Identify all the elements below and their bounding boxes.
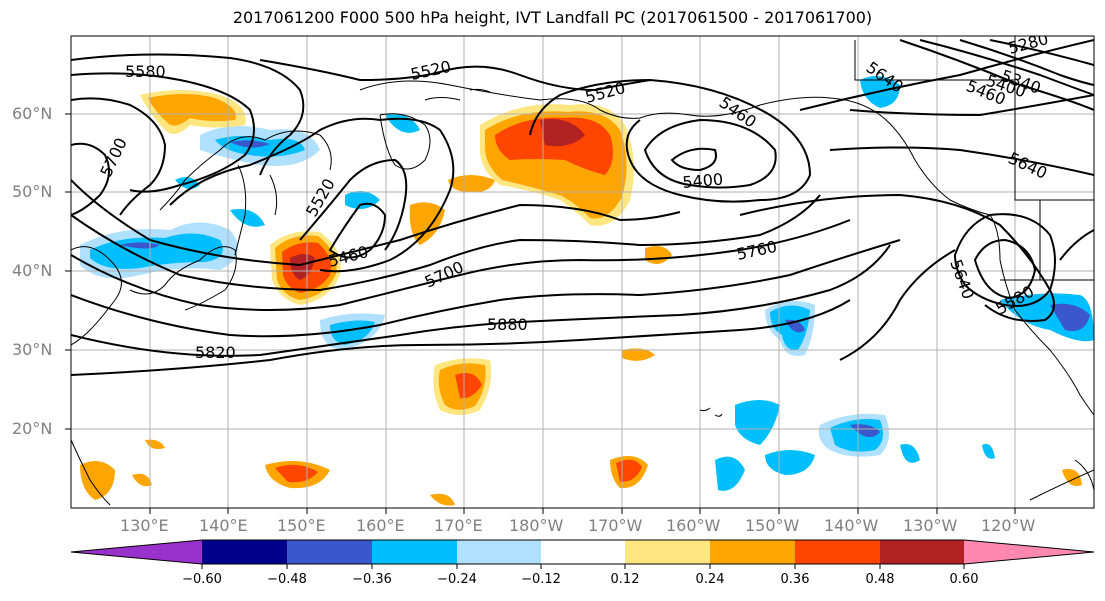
colorbar-tick-label: −0.36 [352, 572, 392, 587]
colorbar-segment [880, 540, 964, 564]
contour-label: 5700 [422, 257, 467, 291]
colorbar-tick-label: 0.36 [780, 572, 810, 587]
colorbar-segment [457, 540, 541, 564]
lat-label: 30°N [12, 340, 53, 359]
ivt-shading [80, 76, 1094, 506]
colorbar-tick-label: 0.12 [610, 572, 640, 587]
colorbar-segment [625, 540, 710, 564]
colorbar-segment [964, 540, 1094, 564]
contour-label: 5880 [487, 315, 528, 334]
contour-label: 5640 [946, 257, 978, 302]
colorbar-segment [71, 540, 202, 564]
lon-label: 150°W [745, 516, 800, 535]
lon-label: 170°E [434, 516, 483, 535]
contour-label: 5820 [195, 343, 236, 362]
plot-title: 2017061200 F000 500 hPa height, IVT Land… [232, 8, 873, 27]
contour-label: 5280 [1006, 29, 1050, 58]
lon-label: 160°E [356, 516, 405, 535]
colorbar [70, 539, 1095, 569]
colorbar-tick-label: −0.24 [437, 572, 477, 587]
contour-label: 5640 [1005, 148, 1050, 182]
contour-label: 5400 [682, 170, 724, 192]
colorbar-segment [287, 540, 372, 564]
lat-label: 20°N [12, 419, 53, 438]
colorbar-segment [795, 540, 880, 564]
contour-label: 5580 [125, 62, 166, 81]
colorbar-tick-label: −0.48 [267, 572, 307, 587]
colorbar-tick-label: 0.24 [695, 572, 725, 587]
colorbar-segment [372, 540, 457, 564]
colorbar-tick-label: 0.60 [949, 572, 979, 587]
colorbar-tick-label: 0.48 [865, 572, 895, 587]
lon-label: 130°E [120, 516, 169, 535]
axis-ticks [65, 113, 1016, 514]
colorbar-tick-label: −0.60 [182, 572, 222, 587]
lon-label: 150°E [277, 516, 326, 535]
contour-label: 5520 [409, 57, 453, 84]
map-frame [70, 35, 1095, 509]
lon-label: 140°E [199, 516, 248, 535]
lon-label: 170°W [588, 516, 643, 535]
colorbar-segment [710, 540, 795, 564]
lon-label: 160°W [666, 516, 721, 535]
contour-label: 5520 [302, 175, 339, 220]
lon-label: 120°W [981, 516, 1036, 535]
contour-label: 5760 [735, 237, 779, 264]
contour-label: 5520 [583, 78, 627, 107]
lat-label: 50°N [12, 182, 53, 201]
colorbar-tick-label: −0.12 [521, 572, 561, 587]
colorbar-segment [541, 540, 625, 564]
colorbar-segment [202, 540, 287, 564]
contour-label: 5700 [96, 135, 130, 180]
lat-label: 60°N [12, 104, 53, 123]
lon-label: 130°W [903, 516, 958, 535]
lon-label: 180°W [509, 516, 564, 535]
contour-labels: 5580 5520 5520 5460 5520 5400 5700 5460 … [96, 29, 1050, 362]
height-contours [71, 39, 1094, 376]
lat-label: 40°N [12, 261, 53, 280]
lon-label: 140°W [824, 516, 879, 535]
